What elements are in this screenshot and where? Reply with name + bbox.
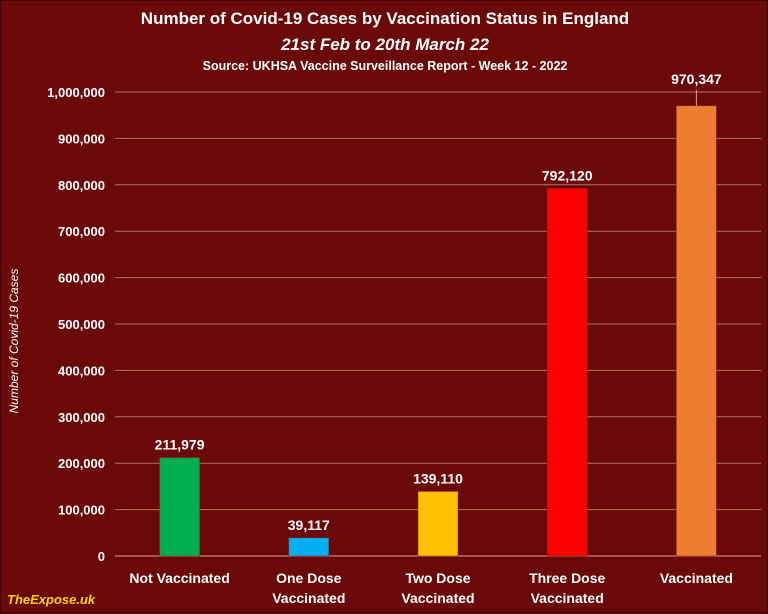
- x-tick-label: Vaccinated: [531, 590, 604, 606]
- y-tick-label: 300,000: [58, 410, 105, 425]
- y-tick-label: 800,000: [58, 178, 105, 193]
- x-tick-label: One Dose: [276, 570, 342, 586]
- data-label: 792,120: [542, 167, 593, 183]
- y-tick-label: 700,000: [58, 224, 105, 239]
- chart-subtitle: 21st Feb to 20th March 22: [281, 35, 489, 54]
- x-tick-label: Two Dose: [405, 570, 470, 586]
- chart-title: Number of Covid-19 Cases by Vaccination …: [140, 9, 630, 28]
- bar: [546, 188, 588, 557]
- x-tick-label: Three Dose: [529, 570, 605, 586]
- y-tick-label: 400,000: [58, 363, 105, 378]
- x-tick-label: Vaccinated: [401, 590, 474, 606]
- bar: [288, 537, 330, 557]
- y-tick-label: 1,000,000: [47, 85, 105, 100]
- data-label: 139,110: [413, 470, 463, 486]
- bar: [159, 457, 200, 557]
- y-tick-label: 600,000: [58, 271, 105, 286]
- bar: [676, 105, 717, 557]
- bar: [417, 491, 459, 557]
- x-tick-label: Vaccinated: [272, 590, 345, 606]
- y-tick-label: 500,000: [58, 317, 105, 332]
- x-tick-label: Vaccinated: [660, 570, 733, 586]
- y-tick-label: 100,000: [58, 503, 105, 518]
- chart-source: Source: UKHSA Vaccine Surveillance Repor…: [202, 59, 568, 73]
- data-label: 211,979: [155, 437, 205, 453]
- y-tick-label: 0: [98, 549, 105, 564]
- y-tick-label: 900,000: [58, 131, 105, 146]
- x-tick-label: Not Vaccinated: [129, 570, 229, 586]
- watermark: TheExpose.uk: [7, 592, 96, 607]
- data-label: 39,117: [288, 517, 330, 533]
- data-label: 970,347: [671, 71, 722, 87]
- y-tick-label: 200,000: [58, 456, 105, 471]
